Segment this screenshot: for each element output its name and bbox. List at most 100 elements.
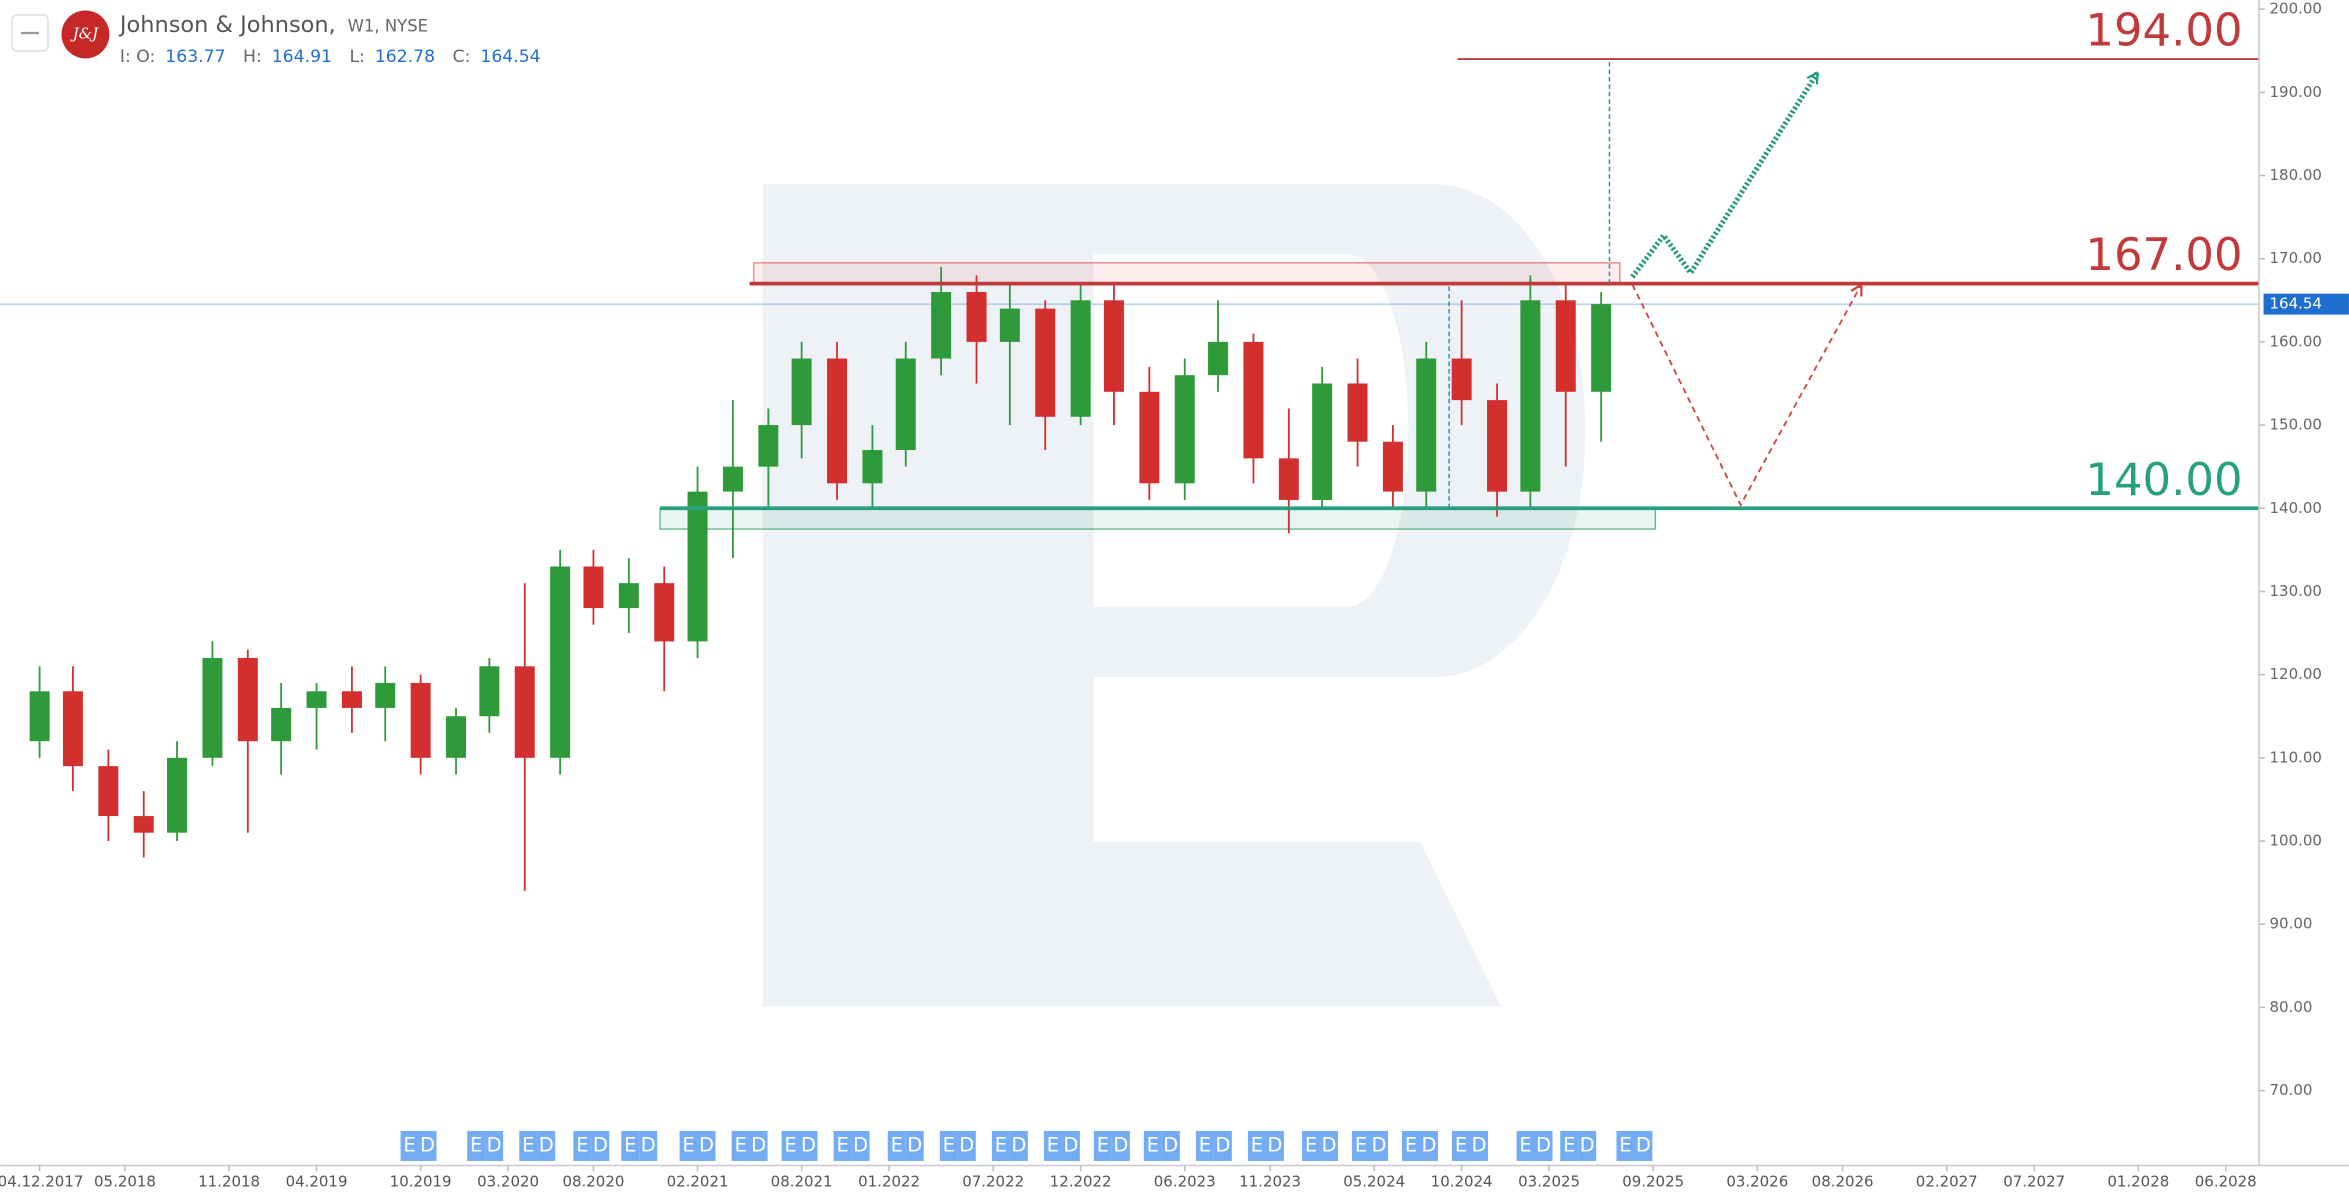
event-badge [939,1130,958,1161]
event-label: E [1405,1133,1417,1156]
candle-body [410,682,431,758]
event-badge [485,1130,504,1161]
event-badge [1111,1130,1130,1161]
watermark [762,184,1586,1007]
event-label: D [1215,1133,1230,1156]
candle-body [341,691,362,708]
event-badge [1616,1130,1635,1161]
event-badge [749,1130,768,1161]
event-badge [591,1130,610,1161]
event-badge [1093,1130,1112,1161]
event-label: D [420,1133,435,1156]
level-label: 194.00 [2085,4,2242,57]
candle-body [271,707,292,742]
event-label: E [891,1133,903,1156]
event-badge [731,1130,750,1161]
y-tick-label: 120.00 [2270,665,2322,683]
event-label: D [1421,1133,1436,1156]
event-label: D [1113,1133,1128,1156]
candle-body [133,816,154,833]
logo [61,10,110,59]
chart-subtitle: W1, NYSE [348,16,428,35]
x-tick-label: 08.2021 [771,1172,833,1190]
candle-body [1487,400,1508,492]
event-label: E [576,1133,588,1156]
event-badge [1370,1130,1389,1161]
event-badge [1265,1130,1284,1161]
candle-body [1451,358,1472,401]
event-label: E [1047,1133,1059,1156]
event-badge [697,1130,716,1161]
y-tick-label: 70.00 [2270,1081,2313,1099]
candle-body [618,583,639,609]
candle-body [827,358,848,484]
event-badge [1161,1130,1180,1161]
x-tick-label: 04.2019 [286,1172,348,1190]
event-label: E [1251,1133,1263,1156]
candle-body [202,658,223,758]
plot-area: 194.00 167.00 140.00 [0,4,2260,891]
x-tick-label: 04.12.2017 [0,1172,83,1190]
x-tick-label: 03.2026 [1726,1172,1788,1190]
y-tick-label: 150.00 [2270,416,2322,434]
candle-body [687,491,708,642]
x-tick-label: 07.2022 [962,1172,1024,1190]
event-badge [1302,1130,1321,1161]
ohlc-row: I: O: 163.77 H: 164.91 L: 162.78 C: 164.… [120,47,541,67]
y-tick-label: 200.00 [2270,0,2322,18]
event-badge [1516,1130,1535,1161]
x-tick-label: 11.2023 [1239,1172,1301,1190]
event-badge [1061,1130,1080,1161]
current-price-tag [2263,293,2349,315]
ohlc-label: H: [243,47,262,67]
event-badge [799,1130,818,1161]
candle-body [1174,375,1195,484]
event-badge [1634,1130,1653,1161]
event-label: E [1455,1133,1467,1156]
x-tick-label: 05.2018 [94,1172,156,1190]
event-label: D [539,1133,554,1156]
event-label: E [1519,1133,1531,1156]
event-badge [1043,1130,1062,1161]
event-label: E [1355,1133,1367,1156]
event-badge [1402,1130,1421,1161]
event-label: E [784,1133,796,1156]
event-badge [1420,1130,1438,1161]
event-label: D [1011,1133,1026,1156]
y-tick-label: 160.00 [2270,332,2322,350]
price-zone [753,262,1621,285]
ohlc-label: L: [349,47,364,67]
x-tick-label: 03.2020 [477,1172,539,1190]
event-badge [851,1130,870,1161]
candle-body [862,450,883,484]
candle-body [1035,308,1056,417]
logo-text: J&J [70,24,99,42]
forecast-path [1631,284,1863,507]
event-badge [833,1130,852,1161]
x-tick-label: 10.2019 [390,1172,452,1190]
x-tick-label: 02.2027 [1916,1172,1978,1190]
event-label: D [593,1133,608,1156]
x-tick-label: 06.2028 [2195,1172,2257,1190]
event-label: E [522,1133,534,1156]
event-badge [1578,1130,1597,1161]
event-badge [781,1130,800,1161]
event-badge [1560,1130,1579,1161]
candle-body [1555,300,1576,392]
event-badge [639,1130,658,1161]
y-tick-label: 90.00 [2270,915,2313,933]
candle-body [1347,383,1368,442]
event-label: E [943,1133,955,1156]
event-label: E [470,1133,482,1156]
event-label: E [624,1133,636,1156]
event-badge [621,1130,640,1161]
candle-body [1312,383,1333,500]
candle-body [966,291,987,342]
x-tick-label: 01.2028 [2107,1172,2169,1190]
event-label: E [836,1133,848,1156]
event-badge [1009,1130,1028,1161]
ohlc-value: 163.77 [165,47,225,67]
event-label: E [1563,1133,1575,1156]
candle-body [167,757,188,833]
